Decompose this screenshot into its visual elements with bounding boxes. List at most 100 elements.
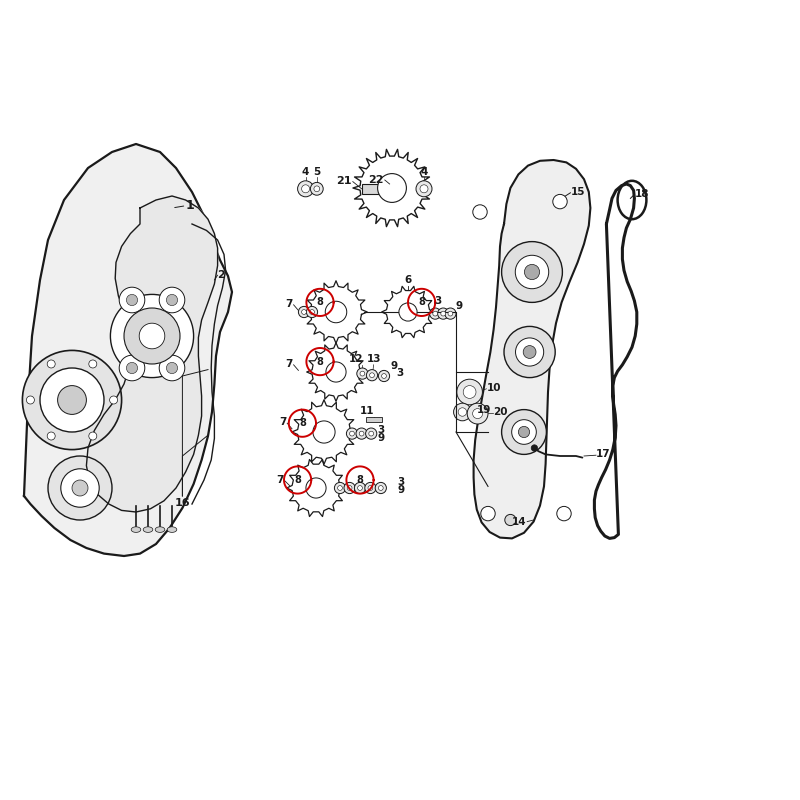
Circle shape <box>310 182 323 195</box>
Text: 17: 17 <box>596 450 610 459</box>
Circle shape <box>354 482 366 494</box>
Polygon shape <box>24 144 232 556</box>
Circle shape <box>441 311 446 316</box>
Circle shape <box>445 308 456 319</box>
Circle shape <box>518 426 530 438</box>
Text: 21: 21 <box>337 176 352 186</box>
Text: 2: 2 <box>218 270 226 280</box>
Circle shape <box>502 242 562 302</box>
Text: 5: 5 <box>313 166 321 177</box>
Circle shape <box>416 181 432 197</box>
Circle shape <box>515 255 549 289</box>
Circle shape <box>139 323 165 349</box>
Text: 3: 3 <box>378 426 385 435</box>
Text: 4: 4 <box>302 166 310 177</box>
Circle shape <box>159 287 185 313</box>
Circle shape <box>338 486 342 490</box>
Text: 9: 9 <box>378 433 385 442</box>
Circle shape <box>448 311 453 316</box>
Text: 8: 8 <box>317 298 323 307</box>
Circle shape <box>458 408 466 416</box>
Circle shape <box>502 410 546 454</box>
Circle shape <box>58 386 86 414</box>
Text: 9: 9 <box>390 361 398 370</box>
Circle shape <box>89 360 97 368</box>
Circle shape <box>166 362 178 374</box>
Circle shape <box>515 338 544 366</box>
Circle shape <box>302 310 306 314</box>
Circle shape <box>359 431 364 436</box>
Text: 3: 3 <box>434 296 442 306</box>
Circle shape <box>326 362 346 382</box>
Circle shape <box>298 181 314 197</box>
Text: 1: 1 <box>186 199 194 212</box>
Text: 20: 20 <box>494 407 508 417</box>
Text: 7: 7 <box>286 299 293 309</box>
Circle shape <box>438 308 449 319</box>
Bar <box>362 184 392 194</box>
Circle shape <box>298 306 310 318</box>
Text: 8: 8 <box>357 475 363 485</box>
Circle shape <box>366 370 378 381</box>
Circle shape <box>457 379 482 405</box>
Circle shape <box>47 432 55 440</box>
Circle shape <box>47 360 55 368</box>
Circle shape <box>467 403 488 424</box>
Circle shape <box>463 386 476 398</box>
Text: 22: 22 <box>369 175 384 185</box>
Text: 10: 10 <box>487 383 502 393</box>
Ellipse shape <box>155 526 165 533</box>
Circle shape <box>433 311 438 316</box>
Text: 3: 3 <box>396 368 403 378</box>
Circle shape <box>119 287 145 313</box>
Circle shape <box>378 486 383 490</box>
Text: 7: 7 <box>286 359 293 369</box>
Circle shape <box>110 294 194 378</box>
Circle shape <box>166 294 178 306</box>
Circle shape <box>306 306 318 318</box>
Circle shape <box>306 478 326 498</box>
Circle shape <box>369 431 374 436</box>
Circle shape <box>553 194 567 209</box>
Circle shape <box>159 355 185 381</box>
Circle shape <box>26 396 34 404</box>
Text: 14: 14 <box>512 517 526 526</box>
Ellipse shape <box>131 526 141 533</box>
Text: 8: 8 <box>418 298 425 307</box>
Circle shape <box>378 174 406 202</box>
Polygon shape <box>474 160 590 538</box>
Bar <box>366 417 382 422</box>
Circle shape <box>61 469 99 507</box>
Circle shape <box>505 514 516 526</box>
Text: 4: 4 <box>420 166 428 177</box>
Circle shape <box>557 506 571 521</box>
Text: 13: 13 <box>366 354 381 364</box>
Text: 18: 18 <box>634 189 649 198</box>
Circle shape <box>326 302 346 322</box>
Circle shape <box>358 486 362 490</box>
Text: 9: 9 <box>456 301 463 310</box>
Circle shape <box>124 308 180 364</box>
Circle shape <box>334 482 346 494</box>
Text: 6: 6 <box>404 274 412 285</box>
Circle shape <box>356 428 367 439</box>
Circle shape <box>531 445 538 451</box>
Circle shape <box>399 303 417 321</box>
Circle shape <box>119 355 145 381</box>
Circle shape <box>473 205 487 219</box>
Circle shape <box>366 428 377 439</box>
Circle shape <box>48 456 112 520</box>
Circle shape <box>525 264 539 280</box>
Circle shape <box>350 431 354 436</box>
Text: 16: 16 <box>174 498 190 508</box>
Text: 8: 8 <box>317 357 323 366</box>
Circle shape <box>523 346 536 358</box>
Circle shape <box>344 482 355 494</box>
Circle shape <box>473 409 482 418</box>
Circle shape <box>302 185 310 193</box>
Text: 7: 7 <box>277 475 284 485</box>
Circle shape <box>454 403 471 421</box>
Text: 15: 15 <box>570 187 585 197</box>
Circle shape <box>512 420 536 444</box>
Text: 11: 11 <box>360 406 374 416</box>
